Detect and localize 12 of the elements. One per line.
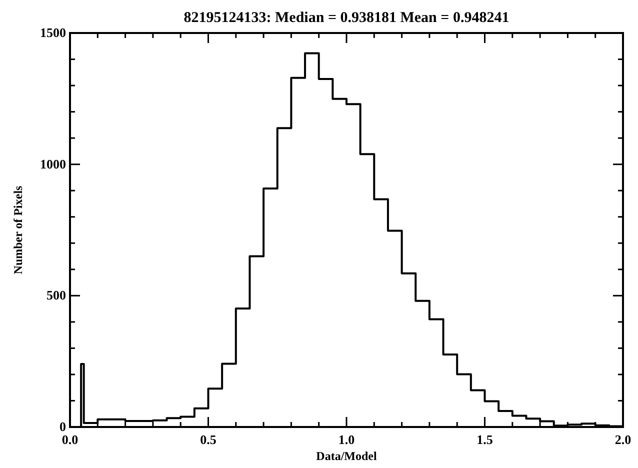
y-tick-label: 0 xyxy=(60,419,66,434)
y-tick-label: 1500 xyxy=(40,25,66,40)
x-axis-title: Data/Model xyxy=(316,449,378,463)
x-tick-label: 2.0 xyxy=(614,432,632,447)
x-tick-label: 0.5 xyxy=(200,432,217,447)
x-tick-label: 1.0 xyxy=(338,432,355,447)
chart-title: 82195124133: Median = 0.938181 Mean = 0.948241 xyxy=(184,10,510,26)
x-tick-label: 1.5 xyxy=(476,432,494,447)
y-tick-label: 1000 xyxy=(40,156,66,172)
y-axis-title: Number of Pixels xyxy=(11,185,25,274)
x-tick-label: 0.0 xyxy=(62,432,78,447)
y-tick-label: 500 xyxy=(46,288,66,303)
